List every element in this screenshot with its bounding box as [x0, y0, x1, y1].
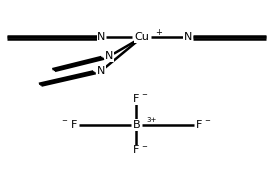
- Text: −: −: [142, 144, 147, 150]
- Text: N: N: [105, 51, 114, 61]
- Text: −: −: [61, 118, 67, 124]
- Text: 3+: 3+: [146, 117, 156, 122]
- Text: F: F: [133, 145, 140, 155]
- Text: F: F: [71, 120, 78, 130]
- Text: +: +: [155, 28, 162, 37]
- Text: B: B: [133, 120, 140, 130]
- Text: F: F: [195, 120, 202, 130]
- Text: −: −: [142, 92, 147, 98]
- Text: F: F: [133, 94, 140, 104]
- Text: Cu: Cu: [135, 32, 149, 42]
- Text: N: N: [97, 32, 106, 42]
- Text: −: −: [204, 118, 210, 124]
- Text: N: N: [97, 66, 106, 76]
- Text: N: N: [184, 32, 192, 42]
